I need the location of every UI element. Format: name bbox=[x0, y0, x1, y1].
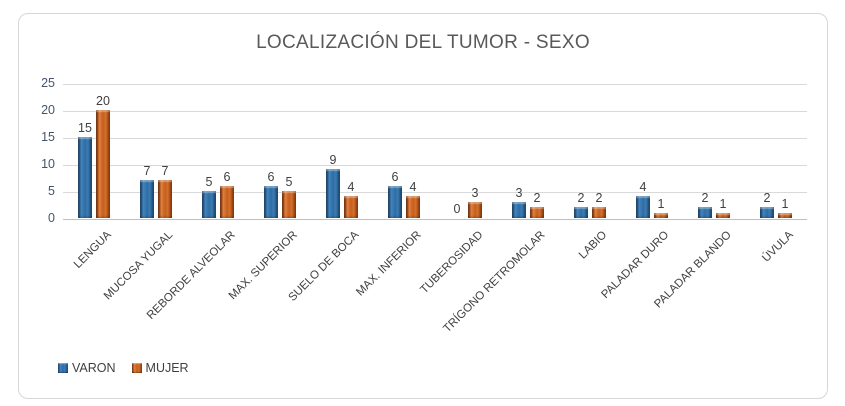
data-label-varon-11: 2 bbox=[701, 191, 709, 205]
varon-swatch-icon bbox=[58, 363, 68, 373]
x-label-10: PALADAR DURO bbox=[599, 229, 672, 302]
bar-varon-9 bbox=[574, 207, 588, 218]
x-label-1: LENGUA bbox=[71, 229, 114, 271]
bar-mujer-10 bbox=[654, 213, 668, 218]
bar-varon-10 bbox=[636, 196, 650, 218]
gridline-25 bbox=[63, 83, 807, 85]
bar-mujer-6 bbox=[406, 196, 420, 218]
data-label-varon-2: 7 bbox=[143, 164, 151, 178]
data-label-varon-5: 9 bbox=[329, 153, 337, 167]
x-label-8: TRÍGONO RETROMOLAR bbox=[441, 229, 548, 336]
data-label-mujer-10: 1 bbox=[657, 197, 665, 211]
bar-mujer-2 bbox=[158, 180, 172, 218]
bar-varon-11 bbox=[698, 207, 712, 218]
data-label-mujer-4: 5 bbox=[285, 175, 293, 189]
plot-area: 15 20 7 7 5 6 6 5 9 4 6 4 0 3 3 2 2 2 4 1 2 1 2 1 bbox=[63, 83, 807, 220]
legend-label-varon: VARON bbox=[72, 361, 116, 375]
x-label-5: SUELO DE BOCA bbox=[286, 229, 362, 304]
data-label-mujer-12: 1 bbox=[781, 197, 789, 211]
bar-varon-4 bbox=[264, 186, 278, 218]
gridline-10 bbox=[63, 164, 807, 166]
bar-varon-6 bbox=[388, 186, 402, 218]
bar-mujer-7 bbox=[468, 202, 482, 218]
data-label-mujer-7: 3 bbox=[471, 186, 479, 200]
bar-mujer-4 bbox=[282, 191, 296, 218]
bar-varon-8 bbox=[512, 202, 526, 218]
x-label-12: ÚVULA bbox=[759, 229, 796, 265]
bar-varon-12 bbox=[760, 207, 774, 218]
bar-varon-1 bbox=[78, 137, 92, 218]
bar-mujer-8 bbox=[530, 207, 544, 218]
data-label-varon-6: 6 bbox=[391, 170, 399, 184]
data-label-varon-4: 6 bbox=[267, 170, 275, 184]
data-label-mujer-6: 4 bbox=[409, 180, 417, 194]
x-label-7: TUBEROSIDAD bbox=[418, 229, 486, 297]
data-label-mujer-1: 20 bbox=[96, 94, 110, 108]
chart-title: LOCALIZACIÓN DEL TUMOR - SEXO bbox=[256, 32, 590, 53]
y-tick-10: 10 bbox=[41, 157, 55, 171]
data-label-mujer-3: 6 bbox=[223, 170, 231, 184]
gridline-5 bbox=[63, 191, 807, 193]
bar-mujer-12 bbox=[778, 213, 792, 218]
x-label-2: MUCOSA YUGAL bbox=[102, 229, 176, 303]
data-label-mujer-2: 7 bbox=[161, 164, 169, 178]
data-label-mujer-5: 4 bbox=[347, 180, 355, 194]
bar-varon-2 bbox=[140, 180, 154, 218]
legend-item-mujer: MUJER bbox=[131, 361, 189, 375]
gridline-20 bbox=[63, 110, 807, 112]
legend: VARON MUJER bbox=[58, 361, 189, 375]
data-label-mujer-9: 2 bbox=[595, 191, 603, 205]
bar-mujer-9 bbox=[592, 207, 606, 218]
y-tick-20: 20 bbox=[41, 103, 55, 117]
data-label-mujer-11: 1 bbox=[719, 197, 727, 211]
data-label-varon-3: 5 bbox=[205, 175, 213, 189]
x-label-9: LABIO bbox=[577, 229, 610, 262]
bar-mujer-1 bbox=[96, 110, 110, 218]
x-label-4: MAX. SUPERIOR bbox=[226, 229, 300, 303]
data-label-varon-8: 3 bbox=[515, 186, 523, 200]
legend-label-mujer: MUJER bbox=[145, 361, 189, 375]
data-label-mujer-8: 2 bbox=[533, 191, 541, 205]
bar-varon-5 bbox=[326, 169, 340, 218]
bar-varon-3 bbox=[202, 191, 216, 218]
chart-frame: LOCALIZACIÓN DEL TUMOR - SEXO 15 20 7 7 5 6 6 5… bbox=[18, 13, 828, 399]
bar-mujer-5 bbox=[344, 196, 358, 218]
data-label-varon-12: 2 bbox=[763, 191, 771, 205]
data-label-varon-7: 0 bbox=[453, 202, 461, 216]
y-tick-5: 5 bbox=[48, 184, 55, 198]
data-label-varon-10: 4 bbox=[639, 180, 647, 194]
gridline-15 bbox=[63, 137, 807, 139]
bar-mujer-11 bbox=[716, 213, 730, 218]
data-label-varon-1: 15 bbox=[78, 121, 92, 135]
mujer-swatch-icon bbox=[131, 363, 142, 373]
y-tick-25: 25 bbox=[41, 76, 55, 90]
y-tick-0: 0 bbox=[48, 211, 55, 225]
legend-item-varon: VARON bbox=[58, 361, 116, 375]
x-label-6: MAX. INFERIOR bbox=[354, 229, 424, 299]
data-label-varon-9: 2 bbox=[577, 191, 585, 205]
bar-mujer-3 bbox=[220, 186, 234, 218]
gridline-0 bbox=[63, 218, 807, 220]
y-tick-15: 15 bbox=[41, 130, 55, 144]
